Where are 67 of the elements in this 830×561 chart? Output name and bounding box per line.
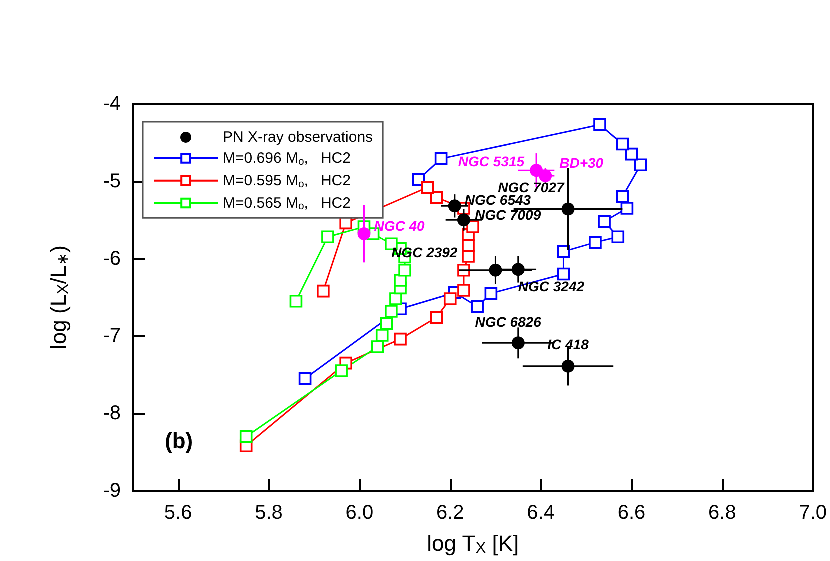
y-axis-title: log (LX/L∗) bbox=[46, 246, 72, 350]
point bbox=[589, 236, 602, 249]
point bbox=[530, 164, 544, 178]
x-tick-label: 7.0 bbox=[799, 502, 828, 524]
point bbox=[466, 220, 480, 234]
point bbox=[412, 173, 426, 186]
point bbox=[598, 215, 611, 228]
x-tick-label: 6.4 bbox=[527, 502, 555, 524]
point bbox=[385, 305, 398, 318]
point bbox=[612, 230, 625, 244]
point bbox=[557, 268, 570, 281]
y-tick-label: -6 bbox=[103, 248, 121, 270]
point bbox=[322, 230, 334, 244]
y-tick-label: -5 bbox=[103, 170, 121, 192]
point bbox=[625, 148, 638, 161]
y-tick-label: -4 bbox=[103, 93, 121, 115]
annotation: NGC 40 bbox=[374, 218, 426, 234]
point bbox=[358, 228, 371, 241]
point bbox=[616, 138, 630, 151]
point bbox=[484, 287, 498, 300]
point bbox=[562, 360, 575, 373]
point bbox=[471, 300, 484, 314]
x-tick-label: 6.2 bbox=[436, 502, 464, 524]
point bbox=[444, 292, 457, 306]
point bbox=[594, 118, 606, 132]
annotation: NGC 7009 bbox=[474, 207, 542, 224]
point bbox=[380, 317, 394, 330]
annotation: NGC 3242 bbox=[518, 278, 585, 295]
point bbox=[240, 430, 253, 444]
point bbox=[421, 181, 434, 194]
point bbox=[290, 294, 303, 308]
point bbox=[430, 311, 444, 324]
point bbox=[298, 372, 312, 386]
point bbox=[557, 245, 570, 258]
x-tick-label: 6.8 bbox=[708, 502, 736, 524]
point bbox=[394, 332, 407, 346]
x-tick-label: 6.6 bbox=[618, 502, 646, 524]
x-tick-label: 6.0 bbox=[346, 502, 374, 524]
point bbox=[376, 329, 389, 342]
legend-label: PN X-ray observations bbox=[223, 129, 374, 146]
point bbox=[317, 284, 330, 298]
annotation: NGC 6826 bbox=[475, 314, 542, 330]
annotation: NGC 5315 bbox=[458, 154, 525, 170]
x-tick-label: 5.8 bbox=[255, 502, 283, 524]
point bbox=[634, 158, 648, 172]
point bbox=[512, 336, 525, 350]
point bbox=[457, 214, 470, 227]
point bbox=[398, 264, 412, 277]
point bbox=[335, 364, 348, 378]
point bbox=[539, 169, 552, 182]
point bbox=[371, 340, 384, 354]
y-tick-label: -9 bbox=[103, 480, 121, 502]
point bbox=[616, 190, 630, 204]
point bbox=[434, 152, 448, 166]
point bbox=[512, 263, 525, 276]
point bbox=[448, 200, 462, 213]
point bbox=[489, 264, 502, 277]
point bbox=[620, 202, 634, 215]
point bbox=[562, 202, 575, 216]
y-tick-label: -7 bbox=[103, 325, 121, 348]
point bbox=[390, 292, 402, 306]
annotation: BD+30 bbox=[560, 154, 604, 171]
point bbox=[458, 284, 470, 297]
x-tick-label: 5.6 bbox=[164, 502, 192, 524]
annotation: (b) bbox=[165, 428, 194, 454]
y-tick-label: -8 bbox=[103, 402, 121, 425]
point bbox=[430, 191, 444, 204]
